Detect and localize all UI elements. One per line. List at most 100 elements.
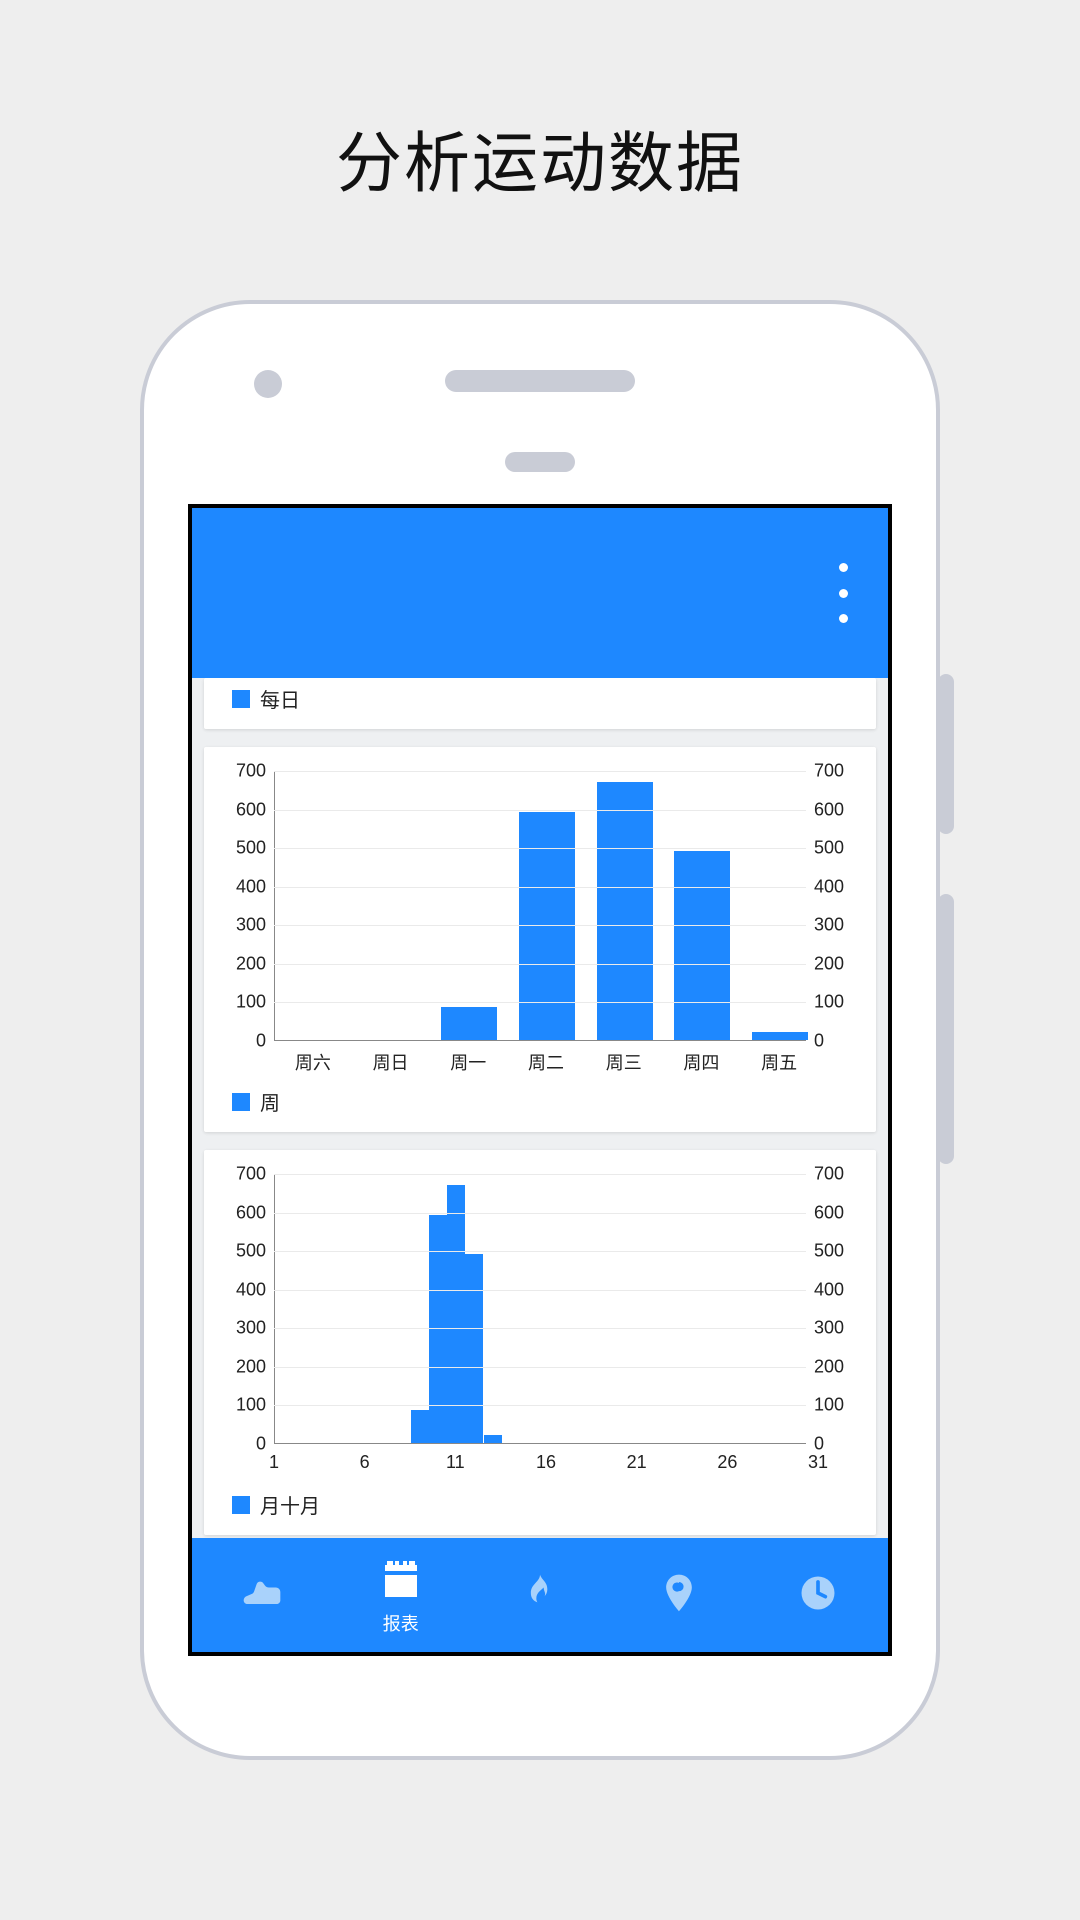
y-tick-label: 700 <box>220 761 266 782</box>
y-tick-label: 0 <box>220 1031 266 1052</box>
fire-icon <box>518 1571 562 1620</box>
x-tick-label: 周二 <box>528 1049 564 1075</box>
chart-gridline <box>274 1405 806 1406</box>
phone-speaker <box>445 370 635 392</box>
daily-chart-card: 每日 <box>204 678 876 729</box>
y-tick-label: 400 <box>220 876 266 897</box>
chart-bar <box>447 1185 465 1443</box>
x-tick-label: 21 <box>627 1452 647 1473</box>
y-tick-label: 700 <box>814 1164 860 1185</box>
more-menu-button[interactable] <box>828 563 858 623</box>
location-icon <box>657 1571 701 1620</box>
chart-gridline <box>274 1213 806 1214</box>
chart-gridline <box>274 848 806 849</box>
y-tick-label: 400 <box>220 1279 266 1300</box>
week-bar-chart: 0 0 100 100 200 200 300 300 400 400 500 500 600 600 70… <box>220 763 860 1081</box>
phone-sensor <box>505 452 575 472</box>
x-tick-label: 16 <box>536 1452 556 1473</box>
chart-bar <box>597 782 653 1040</box>
daily-legend: 每日 <box>214 678 866 715</box>
legend-swatch-icon <box>232 1093 250 1111</box>
nav-fire-button[interactable] <box>470 1538 609 1652</box>
chart-gridline <box>274 887 806 888</box>
nav-location-button[interactable] <box>610 1538 749 1652</box>
chart-gridline <box>274 1251 806 1252</box>
y-tick-label: 100 <box>220 1395 266 1416</box>
y-tick-label: 400 <box>814 1279 860 1300</box>
chart-gridline <box>274 1290 806 1291</box>
y-tick-label: 300 <box>814 1318 860 1339</box>
chart-gridline <box>274 1328 806 1329</box>
week-legend-label: 周 <box>260 1087 280 1116</box>
chart-bar <box>752 1032 808 1040</box>
y-tick-label: 100 <box>814 1395 860 1416</box>
chart-gridline <box>274 771 806 772</box>
chart-bar <box>411 1410 429 1443</box>
nav-calendar-button[interactable]: 报表 <box>331 1538 470 1652</box>
chart-bar <box>674 851 730 1040</box>
nav-label: 报表 <box>383 1610 419 1636</box>
week-chart-card: 0 0 100 100 200 200 300 300 400 400 500 500 600 600 70… <box>204 747 876 1132</box>
y-tick-label: 200 <box>220 953 266 974</box>
y-tick-label: 100 <box>220 992 266 1013</box>
shoe-icon <box>240 1571 284 1620</box>
y-tick-label: 400 <box>814 876 860 897</box>
x-tick-label: 6 <box>360 1452 370 1473</box>
y-tick-label: 300 <box>814 915 860 936</box>
chart-gridline <box>274 964 806 965</box>
month-bar-chart: 0010010020020030030040040050050060060070… <box>220 1166 860 1484</box>
y-tick-label: 200 <box>220 1356 266 1377</box>
y-tick-label: 600 <box>814 1202 860 1223</box>
app-screen: 每日 0010010020020030030040040050050060060… <box>188 504 892 1656</box>
y-tick-label: 200 <box>814 1356 860 1377</box>
x-tick-label: 11 <box>446 1452 465 1473</box>
nav-clock-button[interactable] <box>749 1538 888 1652</box>
y-tick-label: 600 <box>814 799 860 820</box>
y-tick-label: 300 <box>220 915 266 936</box>
bottom-nav: 报表 <box>192 1538 888 1652</box>
y-tick-label: 700 <box>220 1164 266 1185</box>
y-tick-label: 600 <box>220 799 266 820</box>
y-tick-label: 0 <box>814 1031 860 1052</box>
clock-icon <box>796 1571 840 1620</box>
y-tick-label: 500 <box>220 838 266 859</box>
x-tick-label: 周四 <box>683 1049 719 1075</box>
y-tick-label: 500 <box>814 838 860 859</box>
legend-swatch-icon <box>232 690 250 708</box>
y-tick-label: 700 <box>814 761 860 782</box>
daily-legend-label: 每日 <box>260 684 300 713</box>
x-tick-label: 周三 <box>606 1049 642 1075</box>
y-tick-label: 100 <box>814 992 860 1013</box>
page-title: 分析运动数据 <box>0 110 1080 206</box>
x-tick-label: 1 <box>269 1452 279 1473</box>
month-legend: 月十月 <box>214 1484 866 1521</box>
chart-gridline <box>274 925 806 926</box>
x-tick-label: 周六 <box>295 1049 331 1075</box>
legend-swatch-icon <box>232 1496 250 1514</box>
week-legend: 周 <box>214 1081 866 1118</box>
month-legend-label: 月十月 <box>260 1490 320 1519</box>
chart-gridline <box>274 1174 806 1175</box>
x-tick-label: 31 <box>808 1452 828 1473</box>
chart-bar <box>441 1007 497 1040</box>
chart-gridline <box>274 1002 806 1003</box>
y-tick-label: 500 <box>220 1241 266 1262</box>
chart-bar <box>484 1435 502 1443</box>
chart-gridline <box>274 1367 806 1368</box>
phone-frame: 每日 0010010020020030030040040050050060060… <box>140 300 940 1760</box>
month-chart-card: 0010010020020030030040040050050060060070… <box>204 1150 876 1535</box>
y-tick-label: 0 <box>220 1434 266 1455</box>
x-tick-label: 周五 <box>761 1049 797 1075</box>
y-tick-label: 200 <box>814 953 860 974</box>
calendar-icon <box>377 1555 425 1608</box>
content-scroll[interactable]: 每日 0010010020020030030040040050050060060… <box>192 678 888 1538</box>
nav-shoe-button[interactable] <box>192 1538 331 1652</box>
x-tick-label: 26 <box>717 1452 737 1473</box>
phone-camera-dot <box>254 370 282 398</box>
chart-gridline <box>274 810 806 811</box>
y-tick-label: 300 <box>220 1318 266 1339</box>
x-tick-label: 周一 <box>450 1049 486 1075</box>
y-tick-label: 600 <box>220 1202 266 1223</box>
phone-side-button <box>938 674 954 834</box>
chart-bar <box>465 1254 483 1443</box>
